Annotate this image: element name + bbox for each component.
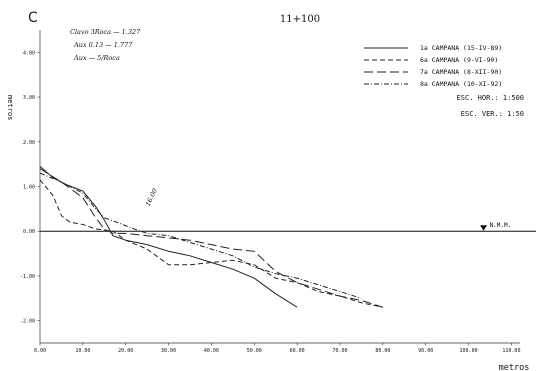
x-tick-label: 100.00 bbox=[460, 348, 478, 354]
x-tick-label: 10.00 bbox=[75, 348, 90, 354]
y-tick-label: -2.00 bbox=[20, 319, 35, 325]
legend-label-2: 6a CAMPANA (9-VI-90) bbox=[420, 56, 498, 64]
reference-marker bbox=[480, 225, 488, 231]
x-tick-label: 90.00 bbox=[418, 348, 433, 354]
legend-label-1: 1a CAMPANA (15-IV-89) bbox=[420, 44, 502, 52]
x-axis-label: metros bbox=[499, 363, 530, 371]
handwritten-notes: Clavo 3Roca — 1.327 Aux 0.13 — 1.777 Aux… bbox=[70, 28, 141, 62]
legend-label-4: 8a CAMPANA (10-XI-92) bbox=[420, 80, 502, 88]
y-tick-label: 1.00 bbox=[23, 185, 35, 191]
series-layer bbox=[39, 166, 384, 308]
x-tick-label: 60.00 bbox=[290, 348, 305, 354]
series-line-3 bbox=[39, 168, 384, 308]
x-tick-label: 30.00 bbox=[161, 348, 176, 354]
y-ticks: 4.00 3.00 2.00 1.00 0.00 -1.00 -2.00 bbox=[20, 50, 40, 325]
y-tick-label: 3.00 bbox=[23, 95, 35, 101]
vertical-scale: ESC. VER.: 1:50 bbox=[461, 110, 524, 118]
series-line-2 bbox=[39, 179, 384, 308]
x-axis: 0.00 10.00 20.00 30.00 40.00 50.00 60.00 70.00 8… bbox=[34, 342, 520, 354]
x-ticks: 0.00 10.00 20.00 30.00 40.00 50.00 60.00 70.00 8… bbox=[34, 343, 520, 354]
x-tick-label: 0.00 bbox=[34, 348, 46, 354]
y-tick-label: 2.00 bbox=[23, 140, 35, 146]
y-tick-label: 0.00 bbox=[23, 229, 35, 235]
x-tick-label: 110.00 bbox=[502, 348, 520, 354]
x-tick-label: 20.00 bbox=[118, 348, 133, 354]
y-tick-label: 4.00 bbox=[23, 50, 35, 56]
reference-line-group: N.M.M. bbox=[40, 222, 536, 232]
legend: 1a CAMPANA (15-IV-89) 6a CAMPANA (9-VI-9… bbox=[364, 44, 502, 88]
x-tick-label: 70.00 bbox=[332, 348, 347, 354]
series-line-4 bbox=[39, 172, 362, 299]
x-tick-label: 80.00 bbox=[375, 348, 390, 354]
horizontal-scale: ESC. HOR.: 1:500 bbox=[457, 94, 524, 102]
chart-title: 11+100 bbox=[280, 14, 320, 25]
y-axis: 4.00 3.00 2.00 1.00 0.00 -1.00 -2.00 bbox=[20, 30, 41, 343]
legend-lines bbox=[364, 47, 408, 85]
note-1: Clavo 3Roca — 1.327 bbox=[70, 28, 141, 36]
x-tick-label: 40.00 bbox=[204, 348, 219, 354]
note-2: Aux 0.13 — 1.777 bbox=[73, 41, 133, 49]
note-3: Aux — 5/Roca bbox=[73, 54, 120, 62]
y-tick-label: -1.00 bbox=[20, 274, 35, 280]
x-tick-label: 50.00 bbox=[247, 348, 262, 354]
reference-label: N.M.M. bbox=[490, 222, 512, 229]
corner-mark: C bbox=[28, 10, 38, 26]
series-line-1 bbox=[39, 166, 298, 308]
legend-label-3: 7a CAMPANA (8-XII-90) bbox=[420, 68, 502, 76]
y-axis-label: metros bbox=[6, 95, 14, 120]
